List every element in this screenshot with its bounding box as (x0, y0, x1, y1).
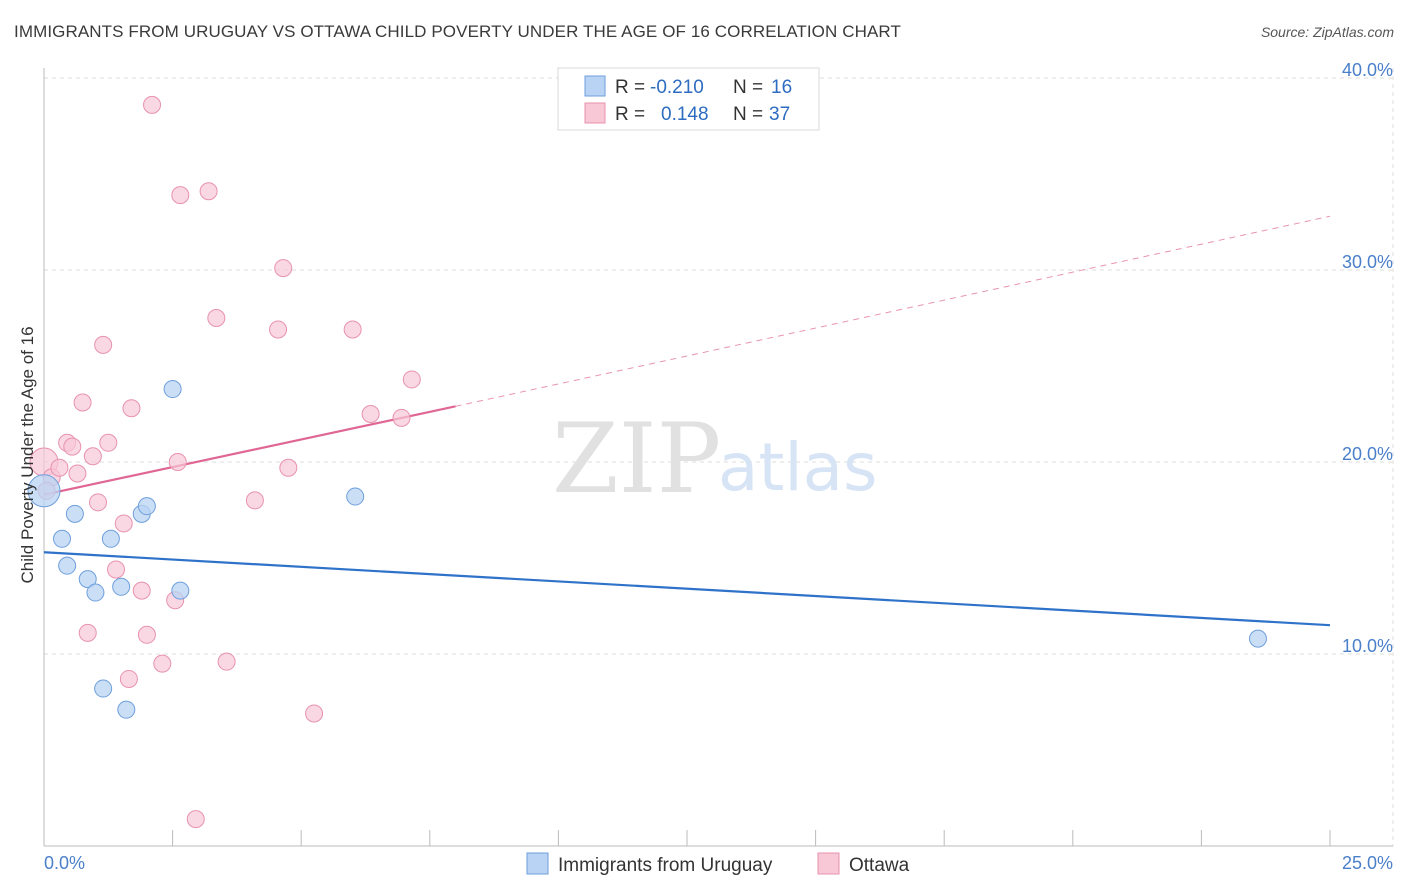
point-uruguay (53, 529, 72, 548)
legend-n-value-ottawa: 37 (769, 104, 790, 125)
legend-r-value-uruguay: -0.210 (650, 77, 704, 98)
tick-labels: 10.0% 20.0% 30.0% 40.0% 0.0% 25.0% (44, 60, 1393, 873)
point-ottawa (94, 335, 113, 354)
point-ottawa (392, 408, 411, 427)
point-uruguay (117, 700, 136, 719)
bottom-legend-label-uruguay: Immigrants from Uruguay (558, 855, 773, 876)
point-ottawa (137, 625, 156, 644)
point-ottawa (274, 259, 293, 278)
trend-line-ottawa-extension (455, 215, 1331, 407)
point-uruguay (163, 380, 182, 399)
watermark: ZIP atlas (552, 403, 878, 515)
legend-n-label-ottawa: N = (733, 104, 763, 125)
trend-line-uruguay (43, 551, 1331, 627)
series-legend: Immigrants from Uruguay Ottawa (526, 852, 910, 876)
point-ottawa (361, 405, 380, 423)
point-uruguay (78, 570, 97, 589)
point-ottawa (68, 464, 87, 483)
x-tick-label-max: 25.0% (1342, 853, 1393, 873)
point-uruguay (137, 497, 156, 516)
point-ottawa (99, 433, 118, 452)
chart-source: Source: ZipAtlas.com (1260, 24, 1394, 40)
point-ottawa (279, 458, 298, 477)
point-ottawa (50, 458, 69, 477)
legend-r-label-uruguay: R = (615, 77, 645, 98)
point-uruguay (58, 556, 77, 575)
y-tick-label: 20.0% (1342, 444, 1393, 464)
point-uruguay (346, 487, 365, 506)
y-tick-label: 10.0% (1342, 636, 1393, 656)
data-points (27, 95, 1267, 829)
legend-n-label-uruguay: N = (733, 77, 763, 98)
point-ottawa (78, 623, 97, 642)
bottom-legend-swatch-uruguay (526, 852, 549, 875)
point-ottawa (114, 514, 133, 533)
y-tick-label: 30.0% (1342, 252, 1393, 272)
point-ottawa (217, 652, 236, 671)
point-uruguay (171, 581, 190, 600)
legend-r-label-ottawa: R = (615, 104, 645, 125)
point-uruguay (27, 474, 61, 508)
legend-r-value-ottawa: 0.148 (661, 104, 709, 125)
point-uruguay (65, 504, 84, 523)
point-uruguay (86, 583, 105, 602)
point-ottawa (89, 493, 108, 512)
trend-line-ottawa (43, 405, 456, 496)
bottom-legend-label-ottawa: Ottawa (849, 855, 910, 876)
watermark-atlas: atlas (718, 429, 878, 506)
point-ottawa (245, 491, 264, 510)
point-ottawa (143, 95, 162, 114)
point-uruguay (1248, 629, 1267, 648)
point-uruguay (101, 529, 120, 548)
point-ottawa (186, 810, 205, 829)
legend-swatch-uruguay (584, 75, 606, 97)
point-ottawa (63, 437, 82, 456)
legend-swatch-ottawa (584, 102, 606, 124)
watermark-zip: ZIP (552, 403, 721, 515)
point-ottawa (132, 581, 151, 600)
point-ottawa (305, 704, 324, 723)
trend-lines (43, 215, 1331, 627)
point-uruguay (94, 679, 113, 698)
y-axis-label: Child Poverty Under the Age of 16 (18, 326, 37, 583)
point-ottawa (107, 560, 126, 579)
point-ottawa (73, 393, 92, 412)
point-ottawa (402, 370, 421, 389)
point-ottawa (153, 654, 172, 673)
point-ottawa (343, 320, 362, 339)
point-ottawa (269, 320, 288, 339)
chart-title: IMMIGRANTS FROM URUGUAY VS OTTAWA CHILD … (14, 22, 901, 41)
point-ottawa (168, 453, 187, 471)
x-tick-label-min: 0.0% (44, 853, 85, 873)
y-tick-label: 40.0% (1342, 60, 1393, 80)
legend-n-value-uruguay: 16 (771, 77, 792, 98)
point-ottawa (119, 669, 138, 688)
point-ottawa (171, 186, 190, 205)
correlation-legend: R = -0.210 N = 16 R = 0.148 N = 37 (557, 67, 820, 131)
bottom-legend-swatch-ottawa (817, 852, 840, 875)
point-ottawa (199, 182, 218, 201)
point-uruguay (112, 577, 131, 596)
point-ottawa (83, 447, 102, 466)
point-ottawa (207, 309, 226, 327)
point-ottawa (122, 399, 141, 418)
